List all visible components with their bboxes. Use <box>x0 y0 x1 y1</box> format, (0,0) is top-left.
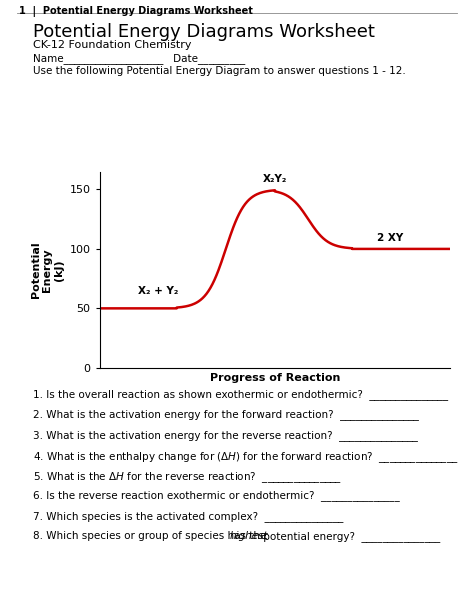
Text: 2. What is the activation energy for the forward reaction?  _______________: 2. What is the activation energy for the… <box>33 409 419 421</box>
Text: X₂ + Y₂: X₂ + Y₂ <box>138 286 179 296</box>
Text: potential energy?  _______________: potential energy? _______________ <box>260 531 440 542</box>
Text: X₂Y₂: X₂Y₂ <box>263 173 287 183</box>
Text: 8. Which species or group of species has the: 8. Which species or group of species has… <box>33 531 270 541</box>
Text: 6. Is the reverse reaction exothermic or endothermic?  _______________: 6. Is the reverse reaction exothermic or… <box>33 490 400 501</box>
Text: Use the following Potential Energy Diagram to answer questions 1 - 12.: Use the following Potential Energy Diagr… <box>33 66 406 75</box>
X-axis label: Progress of Reaction: Progress of Reaction <box>210 373 340 383</box>
Text: 1  |  Potential Energy Diagrams Worksheet: 1 | Potential Energy Diagrams Worksheet <box>19 6 253 17</box>
Text: 1. Is the overall reaction as shown exothermic or endothermic?  _______________: 1. Is the overall reaction as shown exot… <box>33 389 448 400</box>
Text: highest: highest <box>230 531 268 541</box>
Text: Name___________________   Date_________: Name___________________ Date_________ <box>33 53 246 64</box>
Text: 4. What is the enthalpy change for $(\Delta H)$ for the forward reaction?  _____: 4. What is the enthalpy change for $(\De… <box>33 450 459 465</box>
Y-axis label: Potential
Energy
(kJ): Potential Energy (kJ) <box>31 242 64 298</box>
Text: 2 XY: 2 XY <box>377 232 403 243</box>
Text: 7. Which species is the activated complex?  _______________: 7. Which species is the activated comple… <box>33 511 344 522</box>
Text: 3. What is the activation energy for the reverse reaction?  _______________: 3. What is the activation energy for the… <box>33 430 418 441</box>
Text: 5. What is the $\Delta H$ for the reverse reaction?  _______________: 5. What is the $\Delta H$ for the revers… <box>33 470 342 485</box>
Text: CK-12 Foundation Chemistry: CK-12 Foundation Chemistry <box>33 40 191 50</box>
Text: Potential Energy Diagrams Worksheet: Potential Energy Diagrams Worksheet <box>33 23 375 40</box>
